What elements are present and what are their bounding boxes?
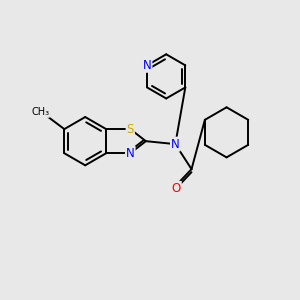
Text: N: N [143,59,152,72]
Text: N: N [126,147,135,160]
Text: S: S [127,123,134,136]
Text: N: N [171,138,180,151]
Text: O: O [172,182,181,195]
Text: CH₃: CH₃ [31,107,49,117]
